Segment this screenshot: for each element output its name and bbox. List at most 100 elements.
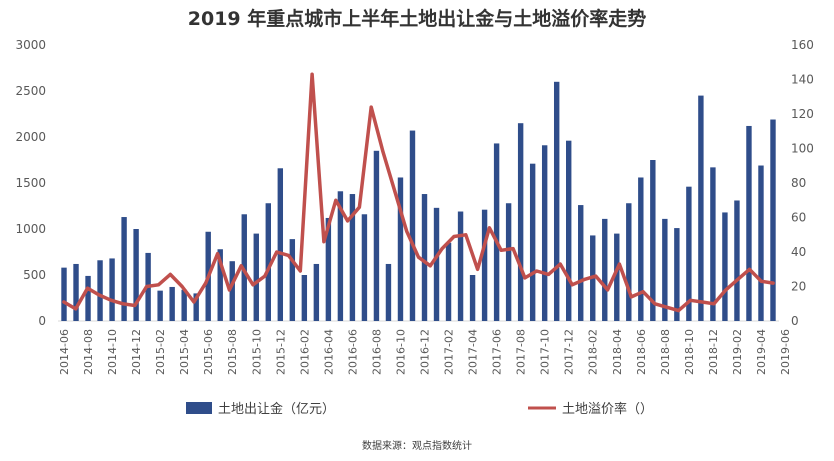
line-point: [440, 247, 444, 251]
x-tick-label: 2015-04: [178, 329, 191, 375]
line-point: [688, 298, 692, 302]
line-point: [168, 272, 172, 276]
bar: [133, 229, 139, 321]
line-point: [511, 247, 515, 251]
line-point: [156, 283, 160, 287]
source-note: 数据来源：观点指数统计: [362, 439, 472, 452]
bar: [614, 233, 620, 321]
y-right-tick-label: 140: [791, 73, 814, 87]
line-point: [298, 269, 302, 273]
bar: [373, 150, 380, 321]
bar: [169, 286, 175, 321]
x-tick-label: 2019-06: [779, 329, 792, 375]
legend-bar-label: 土地出让金（亿元）: [218, 401, 335, 417]
line-point: [747, 267, 751, 271]
x-tick-label: 2018-08: [659, 329, 672, 375]
line-point: [594, 274, 598, 278]
x-tick-label: 2019-02: [731, 329, 744, 375]
bar: [602, 218, 608, 321]
line-point: [570, 283, 574, 287]
bar: [193, 293, 199, 321]
x-tick-label: 2014-10: [106, 329, 119, 375]
line-point: [180, 285, 184, 288]
bar: [349, 194, 356, 321]
bar: [770, 119, 776, 322]
bar: [337, 191, 344, 321]
bar: [85, 275, 91, 321]
x-tick-label: 2014-12: [130, 329, 143, 375]
bar: [578, 205, 584, 321]
line-point: [357, 205, 361, 209]
bar: [253, 233, 259, 321]
bar: [229, 261, 235, 321]
line-point: [641, 290, 645, 294]
bar: [385, 263, 392, 321]
x-tick-label: 2015-06: [202, 329, 215, 375]
line-point: [736, 278, 740, 282]
bar: [698, 95, 704, 321]
legend-line-label: 土地溢价率（）: [562, 401, 653, 417]
line-point: [452, 234, 456, 238]
x-tick-label: 2017-02: [443, 329, 456, 375]
bar: [662, 218, 668, 321]
y-right-tick-label: 0: [791, 314, 799, 328]
line-point: [547, 272, 551, 276]
line-point: [251, 283, 255, 287]
line-point: [499, 248, 503, 252]
line-point: [346, 219, 350, 223]
line-point: [310, 72, 314, 76]
bar: [433, 207, 440, 321]
bar: [109, 258, 115, 321]
x-tick-label: 2016-12: [419, 329, 432, 375]
y-axis-left: 0 500 1000 1500 2000 2500 3000: [15, 38, 46, 328]
line-point: [393, 190, 397, 194]
bar: [734, 200, 740, 321]
x-tick-label: 2016-02: [298, 329, 311, 375]
bar: [517, 123, 524, 321]
y-left-tick-label: 3000: [15, 38, 46, 52]
y-left-tick-label: 1500: [15, 176, 46, 190]
x-tick-label: 2017-12: [563, 329, 576, 375]
bar: [505, 203, 512, 321]
line-point: [665, 305, 669, 309]
bar: [313, 263, 320, 321]
line-point: [74, 307, 78, 311]
bar: [626, 203, 632, 321]
y-right-tick-label: 80: [791, 176, 806, 190]
x-tick-label: 2016-08: [370, 329, 383, 375]
y-right-tick-label: 100: [791, 142, 814, 156]
line-point: [759, 279, 763, 283]
x-axis: 2014-06 2014-08 2014-10 2014-12 2015-02 2015-…: [58, 329, 792, 375]
bar: [481, 209, 488, 321]
line-point: [677, 309, 681, 313]
bar: [217, 249, 223, 321]
x-tick-label: 2015-12: [274, 329, 287, 375]
line-point: [227, 288, 231, 292]
line-point: [263, 274, 267, 278]
line-point: [700, 300, 704, 304]
x-tick-label: 2017-06: [491, 329, 504, 375]
bar: [529, 163, 536, 321]
bar: [361, 214, 368, 321]
bar: [97, 260, 103, 321]
x-tick-label: 2016-06: [346, 329, 359, 375]
y-axis-right: 0 20 40 60 80 100 120 140 160: [791, 38, 814, 328]
bar: [457, 211, 464, 321]
bar: [469, 275, 476, 321]
bar: [541, 145, 548, 321]
bar: [265, 203, 271, 321]
line-point: [606, 288, 610, 292]
chart-title: 2019 年重点城市上半年土地出让金与土地溢价率走势: [188, 7, 647, 30]
line-point: [369, 105, 373, 109]
bar: [325, 217, 332, 321]
y-left-tick-label: 500: [23, 268, 46, 282]
bar: [397, 177, 404, 321]
bar: [277, 168, 284, 321]
x-tick-label: 2019-04: [755, 329, 768, 375]
line-point: [145, 285, 149, 288]
line-point: [523, 276, 527, 280]
line-point: [771, 281, 775, 285]
x-tick-label: 2014-08: [82, 329, 95, 375]
line-point: [558, 262, 562, 266]
